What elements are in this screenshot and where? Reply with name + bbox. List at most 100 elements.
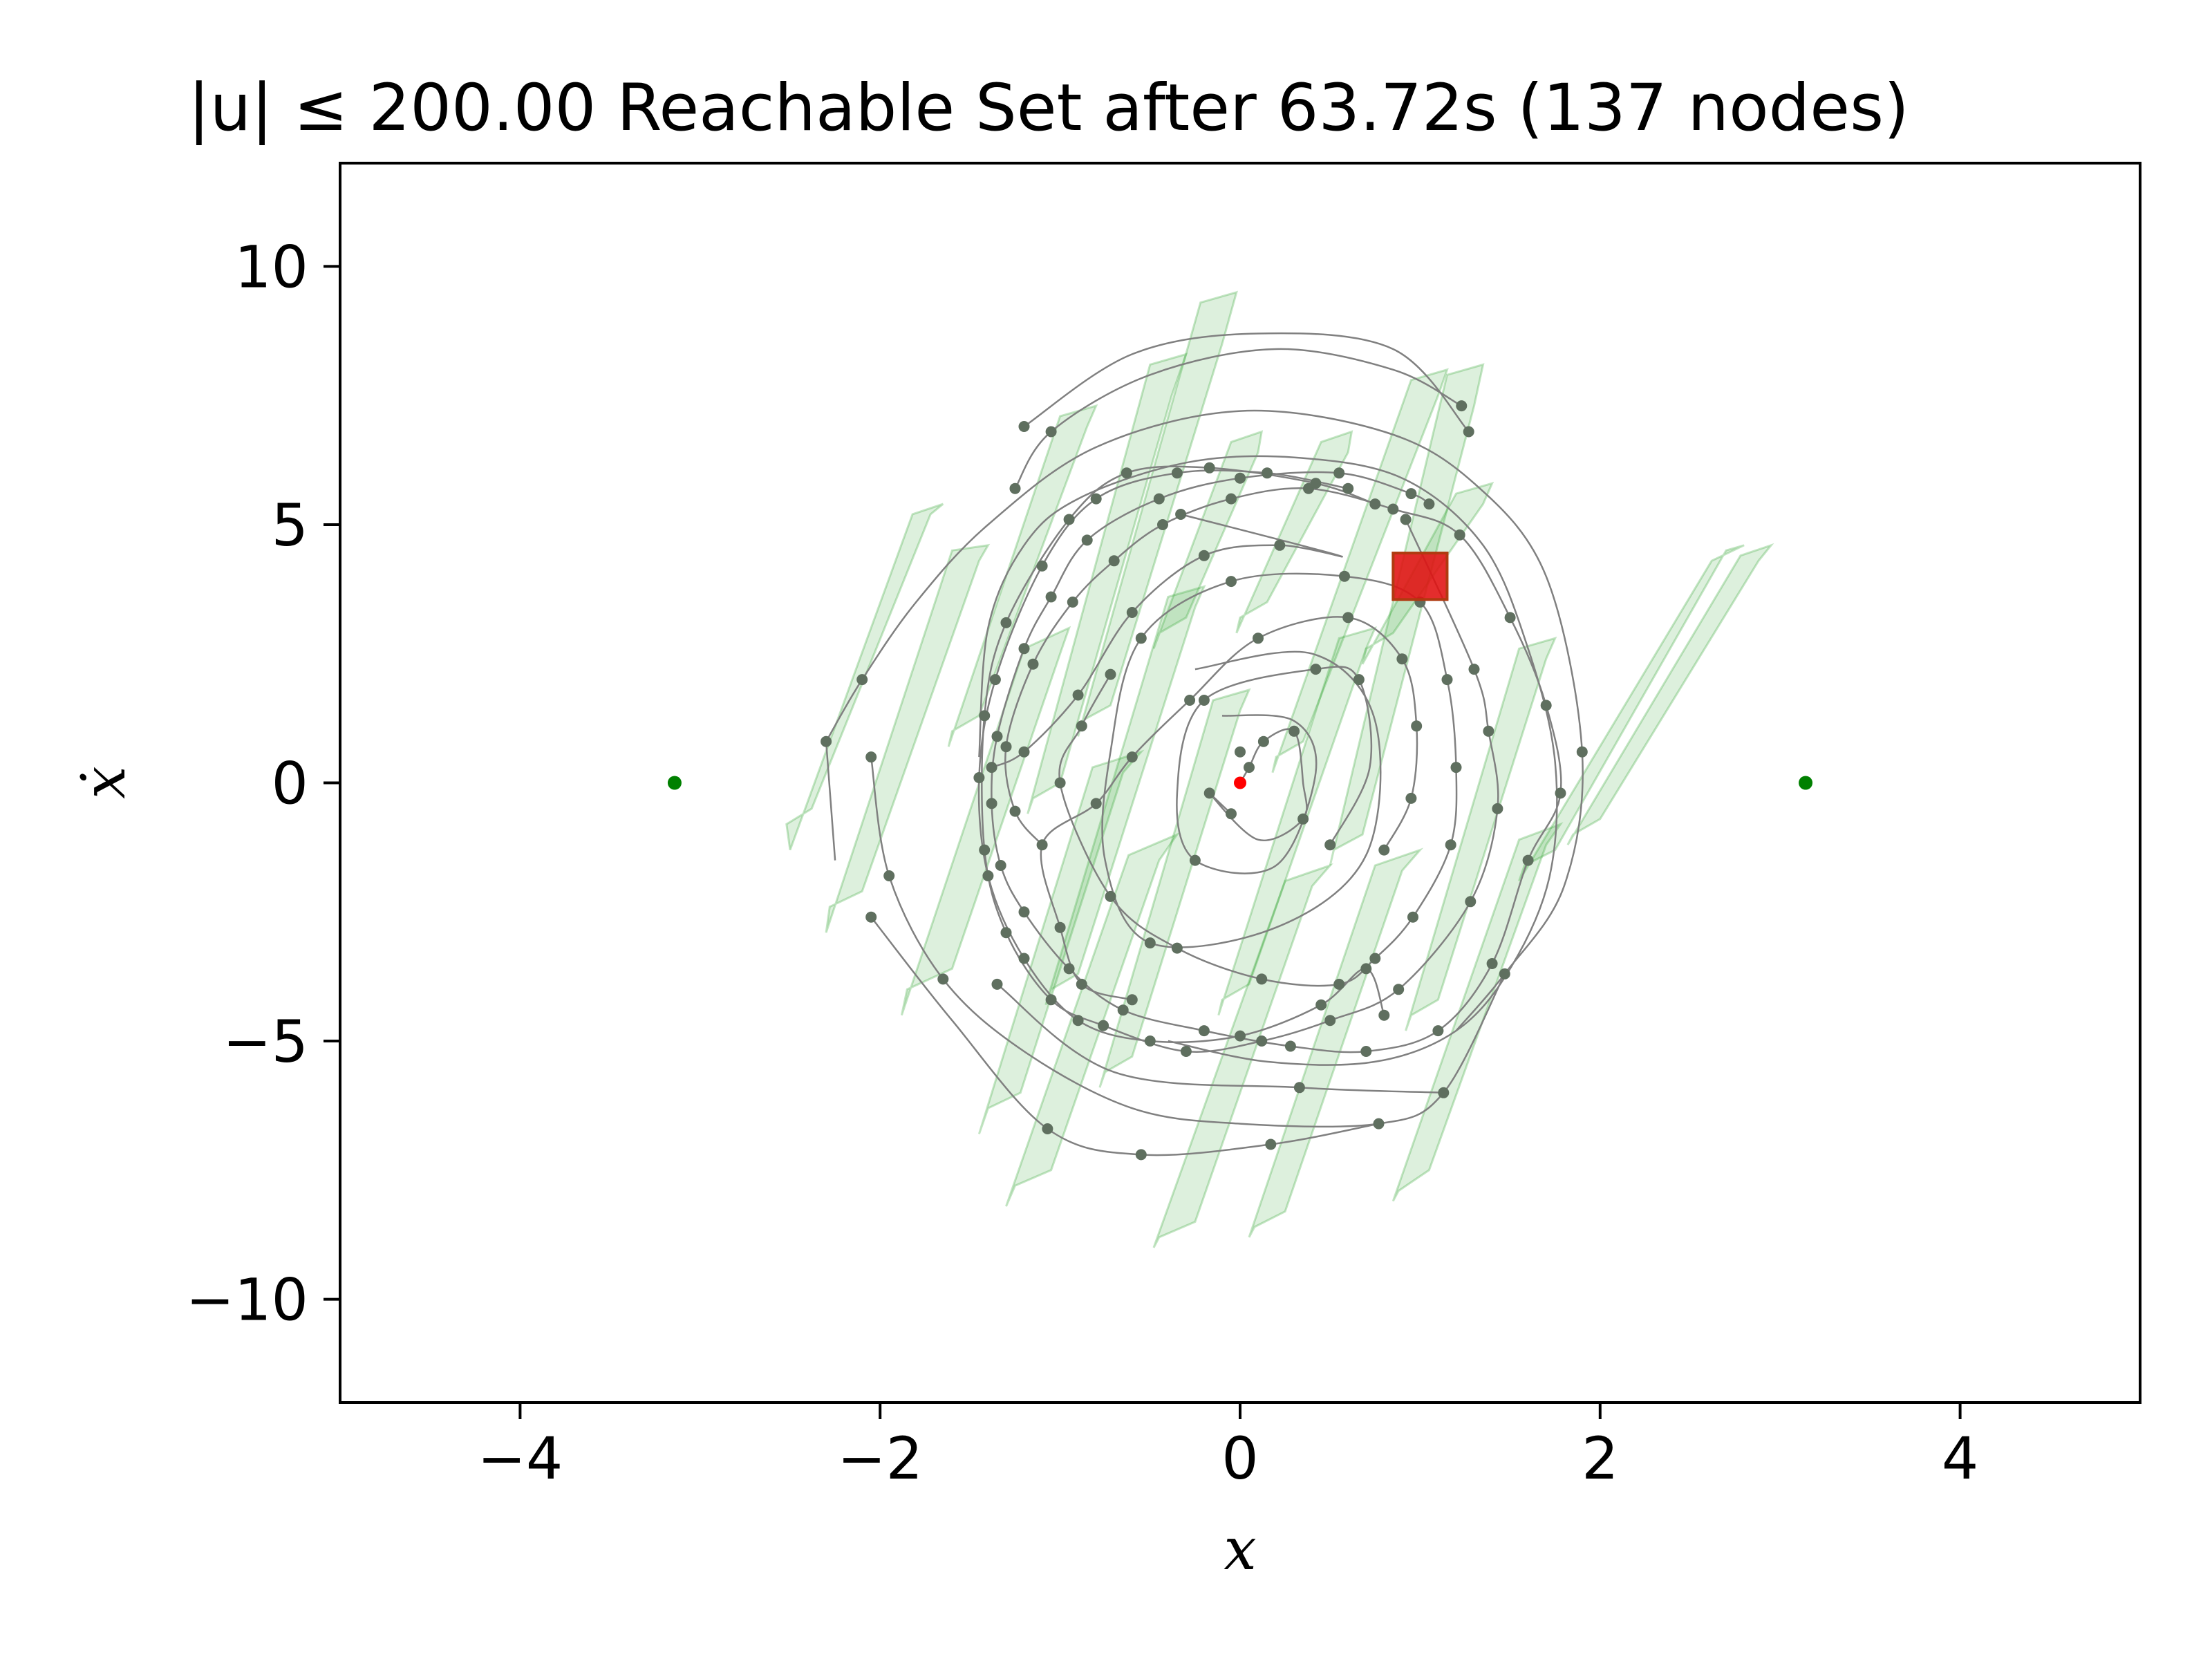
y-tick-label: 5 — [272, 491, 308, 559]
y-tick-label: 10 — [234, 233, 308, 301]
tree-node-60 — [1333, 467, 1345, 479]
tree-node-34 — [1108, 555, 1120, 567]
special-markers — [667, 552, 1813, 790]
x-axis-ticks: −4 −2 0 2 4 — [477, 1403, 1978, 1492]
x-tick-label: −2 — [837, 1425, 923, 1492]
tree-node-43 — [1522, 854, 1534, 866]
tree-node-33 — [1067, 597, 1078, 608]
tree-node-35 — [1157, 519, 1168, 530]
tree-node-94 — [1235, 1030, 1246, 1042]
reach-region-15 — [1217, 626, 1377, 1016]
tree-node-7 — [1288, 725, 1300, 737]
tree-node-68 — [1000, 617, 1012, 628]
tree-node-69 — [979, 710, 991, 722]
tree-node-77 — [1393, 984, 1405, 995]
start-point — [1234, 776, 1246, 789]
tree-node-32 — [1027, 658, 1039, 670]
reach-region-2 — [900, 626, 1071, 1016]
tree-node-105 — [1342, 612, 1354, 624]
tree-node-123 — [856, 674, 868, 686]
tree-node-26 — [1369, 953, 1381, 964]
tree-node-75 — [1256, 1035, 1268, 1047]
trajectory-13 — [870, 916, 1379, 1156]
tree-node-84 — [1262, 467, 1273, 479]
tree-node-71 — [1000, 927, 1012, 939]
tree-node-70 — [979, 844, 991, 856]
tree-node-38 — [1387, 503, 1399, 515]
tree-node-1 — [1244, 762, 1255, 774]
tree-node-74 — [1180, 1046, 1192, 1057]
tree-node-40 — [1504, 612, 1516, 624]
tree-node-99 — [1076, 978, 1087, 990]
tree-node-100 — [1054, 921, 1066, 933]
tree-node-97 — [1378, 1009, 1390, 1021]
tree-node-119 — [1018, 421, 1030, 432]
tree-node-51 — [1018, 906, 1030, 918]
reach-region-8 — [1518, 544, 1745, 882]
tree-node-98 — [1126, 994, 1138, 1006]
tree-node-30 — [1009, 805, 1021, 817]
tree-node-132 — [1293, 1082, 1305, 1094]
tree-node-106 — [1396, 653, 1408, 665]
tree-node-127 — [937, 973, 949, 985]
y-axis-ticks: −10 −5 0 5 10 — [186, 233, 340, 1334]
tree-node-135 — [1499, 968, 1510, 980]
tree-node-8 — [1310, 664, 1322, 675]
reach-region-3 — [977, 749, 1145, 1134]
tree-node-95 — [1315, 999, 1327, 1011]
tree-node-48 — [1198, 1025, 1210, 1037]
tree-node-66 — [1121, 467, 1132, 479]
tree-node-83 — [1342, 482, 1354, 494]
tree-node-41 — [1540, 700, 1552, 711]
tree-node-131 — [1265, 1138, 1277, 1150]
x-tick-label: −4 — [477, 1425, 563, 1492]
tree-node-9 — [1353, 674, 1365, 686]
tree-node-47 — [1284, 1040, 1296, 1052]
tree-node-91 — [1018, 953, 1030, 964]
reach-region-9 — [1566, 543, 1774, 845]
tree-node-24 — [1445, 839, 1456, 851]
chart-title: |u| ≤ 200.00 Reachable Set after 63.72s … — [188, 71, 1909, 146]
tree-node-80 — [1483, 725, 1494, 737]
tree-node-108 — [1405, 792, 1417, 804]
tree-node-117 — [1009, 482, 1021, 494]
tree-node-81 — [1468, 664, 1480, 675]
trajectory-11 — [825, 409, 1584, 1031]
y-tick-label: −5 — [223, 1008, 308, 1076]
tree-node-23 — [1450, 762, 1462, 774]
tree-node-107 — [1411, 720, 1423, 732]
tree-node-136 — [1576, 746, 1588, 758]
tree-node-29 — [1171, 942, 1183, 954]
tree-node-61 — [1405, 488, 1417, 500]
tree-node-88 — [989, 674, 1001, 686]
x-tick-label: 4 — [1942, 1425, 1978, 1492]
tree-node-25 — [1407, 911, 1418, 923]
tree-node-18 — [1135, 632, 1147, 644]
tree-node-39 — [1454, 529, 1465, 541]
tree-node-103 — [1184, 695, 1196, 706]
trajectory-3 — [991, 471, 1562, 1053]
tree-node-31 — [1000, 741, 1012, 753]
tree-node-5 — [1235, 746, 1246, 758]
tree-node-44 — [1486, 958, 1498, 969]
tree-node-82 — [1400, 514, 1412, 525]
tree-node-125 — [883, 870, 895, 881]
tree-node-55 — [1018, 643, 1030, 655]
y-tick-label: 0 — [272, 750, 308, 818]
tree-node-65 — [1203, 462, 1215, 474]
tree-node-96 — [1360, 963, 1372, 975]
tree-node-72 — [1045, 994, 1057, 1006]
tree-node-15 — [1054, 777, 1066, 789]
reach-region-17 — [1044, 585, 1206, 1006]
x-tick-label: 0 — [1221, 1425, 1258, 1492]
tree-node-49 — [1117, 1004, 1129, 1016]
x-axis-label: x — [1224, 1515, 1256, 1583]
tree-node-76 — [1324, 1015, 1336, 1027]
tree-node-79 — [1492, 803, 1503, 814]
tree-node-87 — [1036, 560, 1048, 572]
tree-node-124 — [865, 751, 877, 763]
tree-node-101 — [1090, 798, 1102, 809]
tree-node-90 — [982, 870, 994, 881]
tree-node-122 — [821, 735, 832, 747]
